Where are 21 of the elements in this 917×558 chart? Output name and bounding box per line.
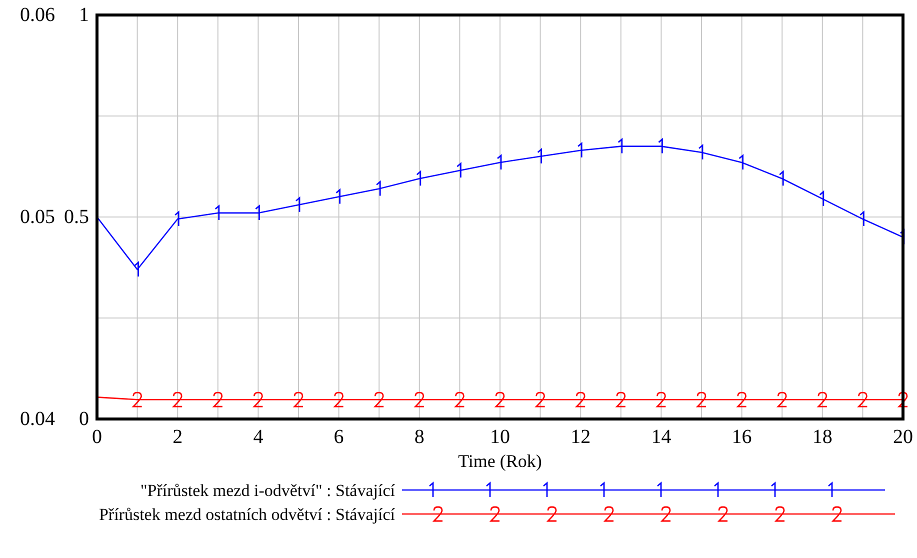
y2-tick-label: 0 [79, 408, 89, 430]
x-tick-label: 14 [651, 426, 672, 448]
x-tick-label: 10 [490, 426, 510, 448]
y-tick-label: 0.05 [20, 206, 55, 228]
y2-tick-label: 1 [79, 4, 89, 26]
x-tick-label: 16 [732, 426, 752, 448]
y2-tick-label: 0.5 [64, 206, 89, 228]
legend-label: "Přírůstek mezd i-odvětví" : Stávající [140, 481, 396, 500]
x-tick-label: 6 [334, 426, 344, 448]
y-tick-label: 0.04 [20, 408, 55, 430]
x-tick-label: 18 [812, 426, 832, 448]
x-axis-title: Time (Rok) [458, 451, 542, 471]
x-tick-label: 0 [92, 426, 102, 448]
x-tick-label: 8 [414, 426, 424, 448]
line-series [96, 146, 904, 270]
x-tick-label: 4 [253, 426, 264, 448]
x-tick-label: 12 [570, 426, 591, 448]
y-tick-label: 0.06 [20, 4, 55, 26]
legend-label: Přírůstek mezd ostatních odvětví : Stávající [98, 505, 396, 524]
x-tick-label: 2 [172, 426, 183, 448]
x-tick-label: 20 [893, 426, 913, 448]
